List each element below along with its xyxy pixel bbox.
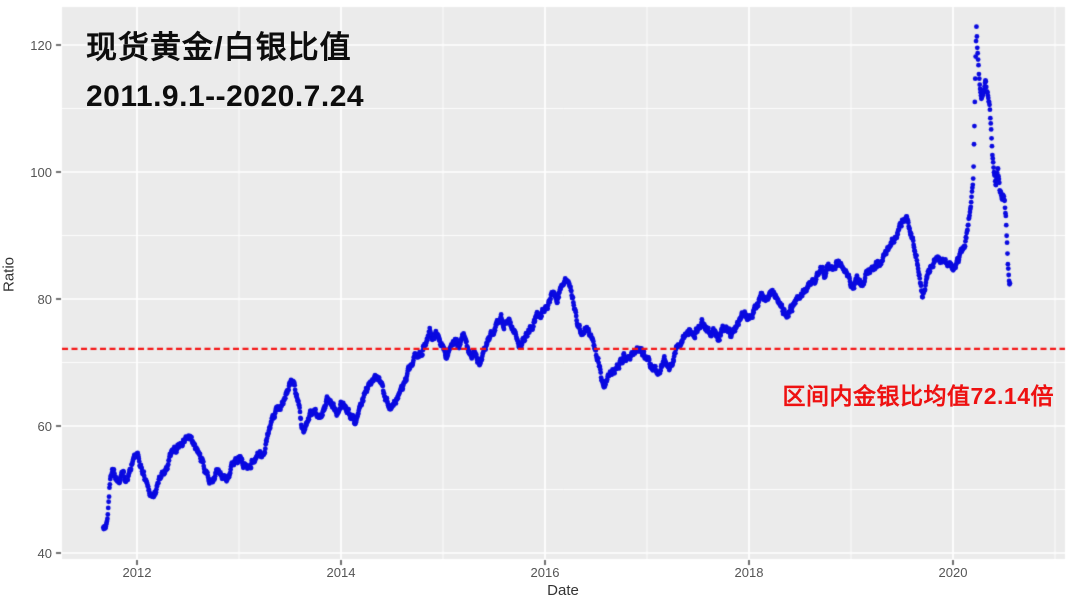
- mean-line-annotation: 区间内金银比均值72.14倍: [782, 383, 1054, 409]
- chart-subtitle: 2011.9.1--2020.7.24: [86, 80, 365, 113]
- y-axis-title: Ratio: [0, 256, 18, 293]
- y-tick-label: 120: [30, 38, 52, 53]
- y-tick-label: 80: [37, 292, 52, 307]
- x-tick-label: 2016: [530, 565, 560, 580]
- x-tick-label: 2012: [122, 565, 152, 580]
- x-tick-label: 2020: [938, 565, 968, 580]
- y-tick-label: 40: [37, 546, 52, 561]
- chart-title: 现货黄金/白银比值: [86, 30, 352, 65]
- y-tick-label: 100: [30, 165, 52, 180]
- x-tick-label: 2018: [734, 565, 764, 580]
- x-tick-label: 2014: [326, 565, 356, 580]
- y-tick-label: 60: [37, 419, 52, 434]
- x-axis-title: Date: [547, 582, 579, 599]
